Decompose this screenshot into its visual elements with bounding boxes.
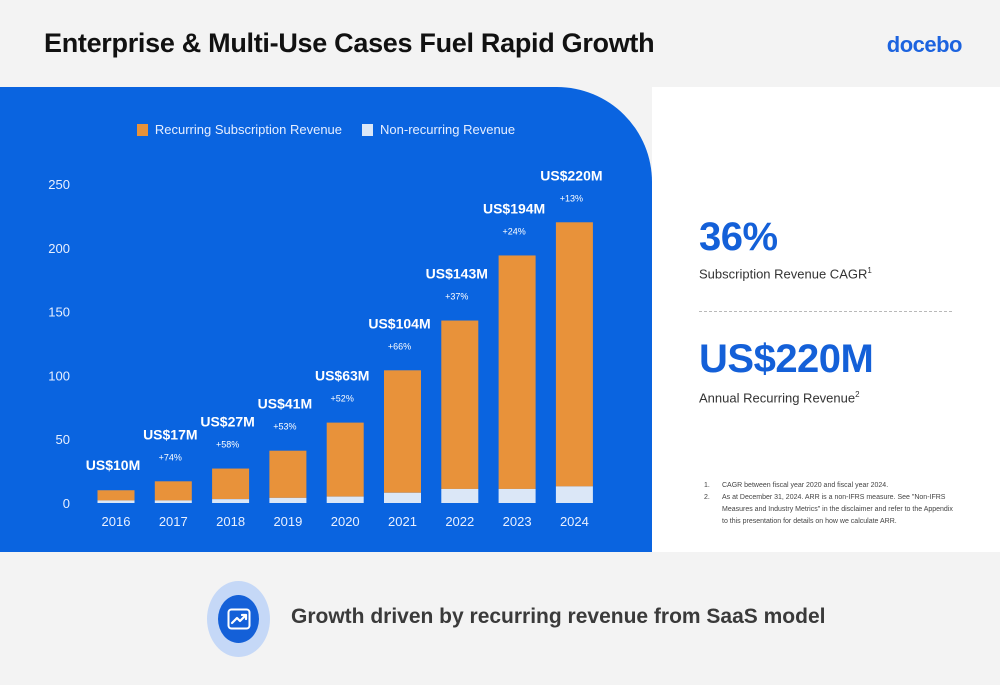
bar-non-recurring-2020 [326, 496, 364, 503]
footnotes: 1. CAGR between fiscal year 2020 and fisc… [704, 480, 956, 528]
kpi-arr-label: Annual Recurring Revenue2 [699, 390, 860, 406]
chart-panel: Recurring Subscription Revenue Non-recur… [0, 87, 652, 552]
bar-non-recurring-2017 [154, 500, 192, 503]
x-tick-label: 2017 [159, 514, 188, 529]
bar-total-label: US$143M [426, 266, 488, 282]
kpi-arr-value: US$220M [699, 337, 874, 381]
y-tick-label: 50 [56, 432, 70, 447]
revenue-bar-chart: 0 50 100 150 200 250 2016 US$10M 2017 US$17M +74% 2… [48, 167, 602, 529]
bar-non-recurring-2019 [269, 497, 307, 503]
x-tick-label: 2023 [503, 514, 532, 529]
page-title: Enterprise & Multi-Use Cases Fuel Rapid … [44, 28, 655, 58]
bar-non-recurring-2021 [384, 492, 421, 503]
bar-growth-label: +13% [560, 193, 583, 203]
bar-growth-label: +52% [331, 394, 354, 404]
bar-total-label: US$17M [143, 426, 197, 442]
legend-swatch-non-recurring [362, 123, 374, 136]
y-tick-label: 250 [48, 177, 70, 192]
bar-growth-label: +58% [216, 440, 239, 450]
bar-recurring-2018 [212, 468, 250, 500]
bar-non-recurring-2023 [498, 488, 536, 503]
kpi-cagr-label: Subscription Revenue CAGR1 [699, 266, 872, 282]
bar-recurring-2020 [326, 422, 364, 497]
banner-text: Growth driven by recurring revenue from … [291, 605, 826, 628]
bar-recurring-2021 [384, 370, 421, 493]
x-tick-label: 2022 [445, 514, 474, 529]
growth-badge [207, 581, 270, 657]
legend-item-recurring: Recurring Subscription Revenue [136, 122, 343, 137]
x-tick-label: 2018 [216, 514, 245, 529]
bar-recurring-2024 [555, 222, 593, 487]
x-tick-label: 2021 [388, 514, 417, 529]
chart-legend: Recurring Subscription Revenue Non-recur… [0, 122, 652, 137]
x-tick-label: 2019 [273, 514, 302, 529]
bar-growth-label: +37% [445, 292, 468, 302]
legend-label-recurring: Recurring Subscription Revenue [154, 122, 343, 137]
x-tick-label: 2024 [560, 514, 589, 529]
y-tick-label: 100 [48, 368, 70, 383]
trend-up-icon [218, 595, 259, 643]
bar-total-label: US$41M [258, 396, 312, 412]
bar-recurring-2017 [154, 481, 192, 501]
legend-label-non-recurring: Non-recurring Revenue [380, 122, 516, 137]
bar-growth-label: +74% [159, 452, 182, 462]
x-tick-label: 2020 [331, 514, 360, 529]
y-tick-label: 0 [63, 496, 70, 511]
kpi-panel: 36% Subscription Revenue CAGR1 US$220M A… [652, 87, 1000, 552]
footnote-item: 2. As at December 31, 2024. ARR is a non-… [704, 494, 953, 525]
y-tick-label: 200 [48, 241, 70, 256]
bar-recurring-2019 [269, 450, 307, 498]
bar-total-label: US$104M [368, 315, 430, 331]
bar-total-label: US$27M [200, 414, 254, 430]
bar-total-label: US$194M [483, 200, 545, 216]
legend-item-non-recurring: Non-recurring Revenue [362, 122, 515, 137]
legend-swatch-recurring [136, 123, 148, 136]
kpi-cagr-value: 36% [699, 215, 778, 259]
bar-total-label: US$10M [86, 457, 140, 473]
bar-recurring-2016 [97, 490, 135, 501]
bar-non-recurring-2018 [212, 499, 250, 503]
bar-non-recurring-2016 [97, 500, 135, 503]
bar-growth-label: +66% [388, 341, 411, 351]
bar-recurring-2022 [441, 320, 479, 489]
x-tick-label: 2016 [102, 514, 131, 529]
docebo-logo: docebo [886, 32, 963, 57]
footnote-item: 1. CAGR between fiscal year 2020 and fisc… [704, 482, 889, 489]
bar-non-recurring-2024 [555, 486, 593, 503]
kpi-divider [699, 311, 952, 312]
footnote-ref-2: 2 [855, 390, 860, 399]
bar-total-label: US$63M [315, 368, 369, 384]
bar-total-label: US$220M [540, 167, 602, 183]
bar-growth-label: +24% [502, 226, 525, 236]
y-tick-label: 150 [48, 305, 70, 320]
footnote-ref-1: 1 [867, 266, 872, 275]
bar-non-recurring-2022 [441, 488, 479, 503]
bar-growth-label: +53% [273, 422, 296, 432]
bar-recurring-2023 [498, 255, 536, 489]
